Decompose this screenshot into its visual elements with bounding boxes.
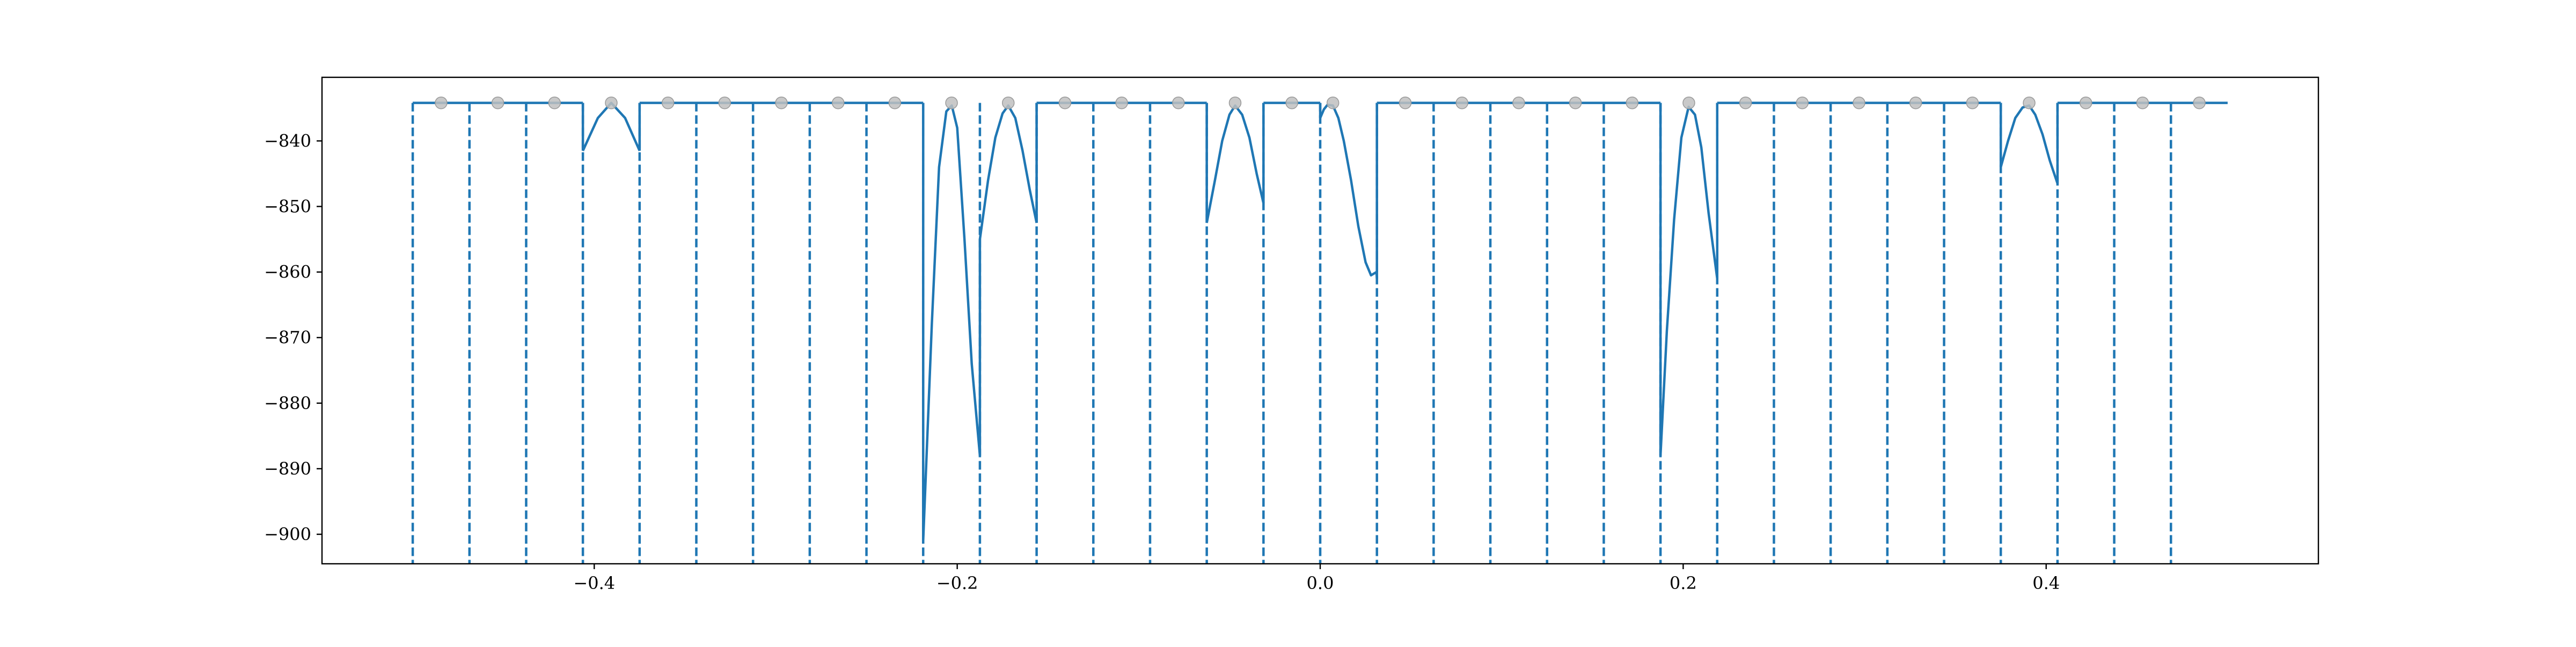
x-tick-label-2: 0.0 — [1307, 573, 1334, 593]
x-tick-label-3: 0.2 — [1670, 573, 1697, 593]
reference-point-4 — [661, 96, 675, 110]
y-tick-label-3: −870 — [264, 328, 311, 348]
reference-point-28 — [2023, 96, 2036, 110]
reference-point-3 — [605, 96, 618, 110]
reference-point-30 — [2136, 96, 2149, 110]
x-tick-label-1: −0.2 — [936, 573, 978, 593]
reference-point-31 — [2193, 96, 2206, 110]
y-tick-label-4: −880 — [264, 393, 311, 413]
reference-point-22 — [1682, 96, 1695, 110]
reference-point-23 — [1739, 96, 1752, 110]
reference-point-7 — [831, 96, 845, 110]
reference-point-17 — [1399, 96, 1412, 110]
reference-point-1 — [491, 96, 504, 110]
reference-point-21 — [1626, 96, 1638, 110]
y-axis: −840 −850 −860 −870 −880 −890 −900 — [264, 130, 322, 544]
reference-point-2 — [548, 96, 561, 110]
reference-point-18 — [1455, 96, 1468, 110]
reference-point-5 — [718, 96, 731, 110]
series-0-segment-8 — [1319, 104, 1378, 279]
reference-point-26 — [1909, 96, 1922, 110]
x-axis: −0.4 −0.2 0.0 0.2 0.4 — [573, 564, 2060, 593]
x-tick-label-4: 0.4 — [2032, 573, 2060, 593]
reference-point-19 — [1512, 96, 1525, 110]
reference-point-13 — [1172, 96, 1185, 110]
x-tick-label-0: −0.4 — [573, 573, 615, 593]
y-tick-label-5: −890 — [264, 459, 311, 479]
reference-points — [435, 96, 2206, 110]
reference-point-10 — [1002, 96, 1015, 110]
reference-point-11 — [1058, 96, 1072, 110]
reference-point-27 — [1966, 96, 1979, 110]
reference-point-29 — [2079, 96, 2092, 110]
reference-point-20 — [1569, 96, 1582, 110]
reference-point-14 — [1228, 96, 1242, 110]
y-tick-label-1: −850 — [264, 197, 311, 217]
reference-point-15 — [1285, 96, 1298, 110]
y-tick-label-0: −840 — [264, 130, 311, 151]
y-tick-label-6: −900 — [264, 524, 311, 544]
reference-point-24 — [1796, 96, 1809, 110]
y-tick-label-2: −860 — [264, 262, 311, 282]
reference-point-25 — [1853, 96, 1865, 110]
reference-point-16 — [1326, 96, 1340, 110]
reference-point-6 — [775, 96, 788, 110]
reference-point-8 — [888, 96, 902, 110]
reference-point-0 — [435, 96, 448, 110]
reference-point-12 — [1115, 96, 1128, 110]
reference-point-9 — [945, 96, 958, 110]
